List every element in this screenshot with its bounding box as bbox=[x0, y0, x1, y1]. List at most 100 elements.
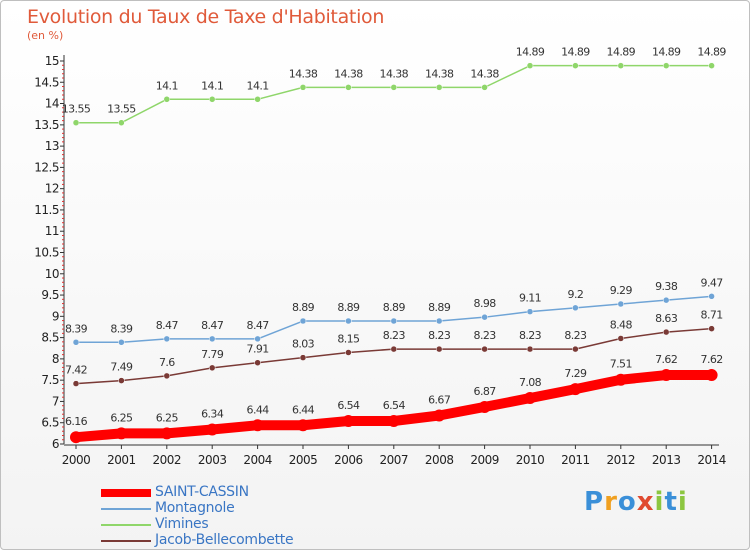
legend-swatch bbox=[101, 489, 151, 497]
y-tick-label: 6.5 bbox=[41, 416, 59, 430]
data-point bbox=[251, 419, 264, 432]
chart-title: Evolution du Taux de Taxe d'Habitation bbox=[27, 6, 385, 28]
data-label: 7.29 bbox=[564, 367, 587, 380]
data-point bbox=[163, 372, 171, 380]
data-label: 7.6 bbox=[159, 356, 175, 369]
y-tick-label: 13.5 bbox=[34, 118, 59, 132]
data-label: 14.89 bbox=[516, 46, 545, 59]
data-point bbox=[345, 349, 352, 356]
data-point bbox=[345, 317, 352, 325]
data-label: 6.44 bbox=[247, 403, 270, 416]
x-tick-label: 2006 bbox=[334, 453, 363, 467]
data-label: 8.23 bbox=[428, 329, 451, 342]
data-point bbox=[390, 84, 398, 91]
legend-swatch bbox=[101, 524, 151, 526]
x-tick-label: 2012 bbox=[607, 453, 636, 467]
data-point bbox=[163, 335, 171, 343]
data-point bbox=[481, 313, 488, 321]
data-label: 13.55 bbox=[107, 103, 136, 116]
data-label: 14.89 bbox=[607, 46, 636, 59]
data-point bbox=[614, 373, 627, 386]
data-label: 14.89 bbox=[561, 46, 590, 59]
data-label: 6.44 bbox=[292, 403, 315, 416]
chart-subtitle: (en %) bbox=[27, 29, 64, 42]
data-label: 8.89 bbox=[428, 301, 451, 314]
data-point bbox=[617, 300, 625, 308]
data-point bbox=[208, 335, 216, 343]
data-label: 6.25 bbox=[110, 411, 133, 424]
data-label: 8.89 bbox=[292, 301, 315, 314]
data-point bbox=[662, 296, 670, 304]
x-tick-label: 2014 bbox=[697, 453, 726, 467]
data-label: 7.42 bbox=[65, 364, 87, 377]
x-tick-label: 2008 bbox=[425, 453, 454, 467]
data-label: 7.91 bbox=[247, 343, 269, 356]
x-tick-label: 2011 bbox=[561, 453, 590, 467]
data-label: 6.54 bbox=[383, 399, 406, 412]
data-label: 8.03 bbox=[292, 338, 315, 351]
y-tick-label: 10.5 bbox=[34, 246, 59, 260]
data-label: 8.15 bbox=[337, 333, 360, 346]
legend-label: Jacob-Bellecombette bbox=[155, 532, 294, 548]
data-point bbox=[72, 380, 80, 387]
data-label: 9.11 bbox=[519, 292, 541, 305]
data-label: 8.47 bbox=[247, 319, 270, 332]
data-point bbox=[254, 96, 261, 103]
data-label: 6.67 bbox=[428, 393, 451, 406]
data-point bbox=[433, 409, 446, 422]
data-point bbox=[708, 62, 715, 69]
legend-label: Montagnole bbox=[155, 500, 235, 516]
y-tick-label: 13 bbox=[45, 139, 59, 153]
data-label: 6.16 bbox=[65, 415, 88, 428]
y-tick-label: 14.5 bbox=[34, 75, 59, 89]
data-label: 9.47 bbox=[701, 276, 724, 289]
data-point bbox=[72, 339, 80, 346]
data-point bbox=[118, 377, 125, 384]
data-label: 7.62 bbox=[701, 353, 723, 366]
data-point bbox=[478, 400, 491, 413]
data-label: 8.39 bbox=[110, 322, 133, 335]
data-point bbox=[526, 345, 534, 353]
data-point bbox=[526, 308, 534, 315]
legend-label: Vimines bbox=[155, 516, 209, 532]
y-tick-label: 8.5 bbox=[41, 331, 59, 345]
data-label: 14.38 bbox=[470, 67, 499, 80]
data-point bbox=[617, 335, 625, 342]
y-tick-label: 7 bbox=[52, 394, 59, 408]
data-label: 14.38 bbox=[425, 67, 454, 80]
data-point bbox=[524, 392, 536, 405]
y-tick-label: 9 bbox=[52, 309, 59, 323]
x-tick-label: 2010 bbox=[516, 453, 545, 467]
data-label: 14.38 bbox=[380, 67, 409, 80]
data-point bbox=[708, 293, 715, 300]
x-tick-label: 2004 bbox=[243, 453, 272, 467]
data-label: 6.87 bbox=[474, 385, 497, 398]
data-point bbox=[160, 427, 173, 440]
legend-swatch bbox=[101, 540, 151, 542]
data-point bbox=[435, 345, 443, 353]
data-point bbox=[118, 119, 125, 126]
data-point bbox=[390, 317, 398, 325]
x-tick-label: 2009 bbox=[470, 453, 499, 467]
data-label: 8.48 bbox=[610, 318, 633, 331]
data-label: 9.2 bbox=[568, 288, 584, 301]
x-tick-label: 2007 bbox=[380, 453, 409, 467]
y-tick-label: 11 bbox=[45, 224, 59, 238]
data-label: 7.49 bbox=[110, 361, 133, 374]
data-point bbox=[705, 369, 718, 382]
y-tick-label: 12 bbox=[45, 182, 59, 196]
data-label: 8.89 bbox=[383, 301, 406, 314]
data-point bbox=[72, 119, 80, 126]
y-tick-label: 9.5 bbox=[41, 288, 59, 302]
data-label: 14.1 bbox=[201, 79, 223, 92]
data-point bbox=[254, 335, 261, 343]
data-point bbox=[342, 415, 355, 428]
y-tick-label: 12.5 bbox=[34, 160, 59, 174]
data-label: 6.25 bbox=[156, 411, 179, 424]
data-point bbox=[163, 96, 171, 103]
data-label: 7.08 bbox=[519, 376, 542, 389]
data-label: 8.47 bbox=[201, 319, 224, 332]
data-label: 7.79 bbox=[201, 348, 224, 361]
data-label: 8.63 bbox=[655, 312, 678, 325]
